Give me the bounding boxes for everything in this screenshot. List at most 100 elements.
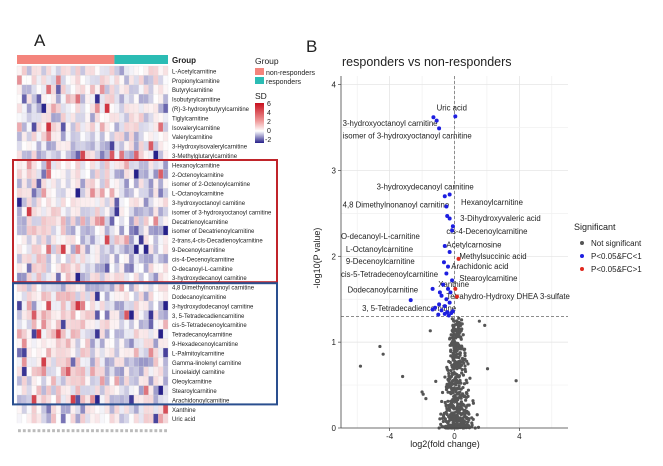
point-not-significant xyxy=(470,416,474,420)
point-sig-blue xyxy=(437,126,442,131)
heatmap-cell xyxy=(90,122,95,132)
heatmap-cell xyxy=(99,291,105,302)
point-not-significant xyxy=(463,354,467,358)
point-not-significant xyxy=(460,322,464,326)
heatmap-cell xyxy=(119,319,125,330)
point-sig-blue xyxy=(450,309,455,314)
heatmap-cell xyxy=(90,131,95,142)
heatmap-cell xyxy=(133,404,139,414)
heatmap-cell xyxy=(55,94,61,104)
heatmap-cell xyxy=(21,66,27,76)
heatmap-cell xyxy=(36,160,42,170)
heatmap-cell xyxy=(163,141,169,151)
heatmap-cell xyxy=(129,357,134,367)
heatmap-cell xyxy=(85,319,91,330)
point-sig-red xyxy=(456,256,461,261)
heatmap-cell xyxy=(94,225,100,236)
heatmap-cell xyxy=(104,113,110,123)
heatmap-cell xyxy=(75,122,81,132)
heatmap-cell xyxy=(65,197,71,208)
heatmap-cell xyxy=(60,385,66,396)
point-not-significant xyxy=(464,415,468,419)
heatmap-cell xyxy=(94,282,100,292)
heatmap-cell xyxy=(70,244,76,255)
heatmap-cell xyxy=(36,244,42,255)
point-not-significant xyxy=(454,335,458,339)
heatmap-cell xyxy=(65,413,71,424)
point-not-significant xyxy=(457,408,461,412)
heatmap-cell xyxy=(109,413,115,424)
heatmap-cell xyxy=(153,263,159,273)
heatmap-cell xyxy=(90,338,95,349)
heatmap-cell xyxy=(36,395,42,405)
heatmap-cell xyxy=(26,301,32,311)
heatmap-cell xyxy=(65,235,71,245)
heatmap-cell xyxy=(158,225,164,236)
point-not-significant xyxy=(465,359,469,363)
heatmap-cell xyxy=(41,272,47,283)
heatmap-col-tick xyxy=(32,429,36,433)
heatmap-cell xyxy=(75,272,81,283)
heatmap-cell xyxy=(129,131,134,142)
heatmap-cell xyxy=(133,197,139,208)
point-sig-blue xyxy=(441,260,446,265)
heatmap-col-tick xyxy=(159,429,163,433)
heatmap-cell xyxy=(65,216,71,226)
heatmap-cell xyxy=(31,197,37,208)
heatmap-col-tick xyxy=(154,429,158,433)
heatmap-row-label: Isobutyrylcarnitine xyxy=(172,98,221,104)
heatmap-cell xyxy=(99,197,105,208)
heatmap-cell xyxy=(51,75,57,85)
heatmap-cell xyxy=(65,141,71,151)
heatmap-cell xyxy=(41,244,47,255)
heatmap-cell xyxy=(85,376,91,386)
heatmap-cell xyxy=(99,84,105,95)
heatmap-cell xyxy=(36,169,42,179)
heatmap-cell xyxy=(129,103,134,114)
heatmap-cell xyxy=(109,338,115,349)
heatmap-cell xyxy=(80,291,86,302)
heatmap-cell xyxy=(36,207,42,217)
heatmap-cell xyxy=(80,282,86,292)
heatmap-cell xyxy=(114,225,120,236)
heatmap-cell xyxy=(80,225,86,236)
point-sig-blue xyxy=(430,286,435,291)
heatmap-cell xyxy=(41,216,47,226)
heatmap-cell xyxy=(55,160,61,170)
heatmap-cell xyxy=(75,131,81,142)
heatmap-row-label: cis-5-Tetradecenoylcarnitine xyxy=(172,323,247,329)
heatmap-cell xyxy=(138,272,144,283)
legend-not-significant-marker xyxy=(580,241,584,245)
heatmap: Group xyxy=(16,55,196,433)
heatmap-row-label: Oleoylcarnitine xyxy=(172,380,212,386)
heatmap-cell xyxy=(99,160,105,170)
heatmap-cell xyxy=(158,413,164,424)
heatmap-cell xyxy=(65,395,71,405)
heatmap-cell xyxy=(163,319,169,330)
heatmap-cell xyxy=(70,366,76,377)
heatmap-cell xyxy=(94,291,100,302)
heatmap-cell xyxy=(158,113,164,123)
heatmap-col-tick xyxy=(95,429,99,433)
heatmap-cell xyxy=(46,413,52,424)
point-not-significant xyxy=(449,386,453,390)
point-not-significant xyxy=(428,329,432,333)
heatmap-cell xyxy=(21,207,27,217)
point-sig-blue xyxy=(444,297,449,302)
heatmap-cell xyxy=(31,244,37,255)
heatmap-cell xyxy=(124,225,130,236)
heatmap-cell xyxy=(104,188,110,198)
heatmap-cell xyxy=(104,225,110,236)
heatmap-cell xyxy=(90,272,95,283)
heatmap-cell xyxy=(109,366,115,377)
heatmap-cell xyxy=(148,122,154,132)
heatmap-cell xyxy=(119,263,125,273)
point-sig-blue xyxy=(450,278,455,283)
heatmap-cell xyxy=(153,338,159,349)
heatmap-cell xyxy=(85,150,91,161)
heatmap-cell xyxy=(70,338,76,349)
heatmap-cell xyxy=(104,178,110,189)
heatmap-cell xyxy=(70,254,76,264)
heatmap-cell xyxy=(26,122,32,132)
heatmap-cell xyxy=(55,301,61,311)
